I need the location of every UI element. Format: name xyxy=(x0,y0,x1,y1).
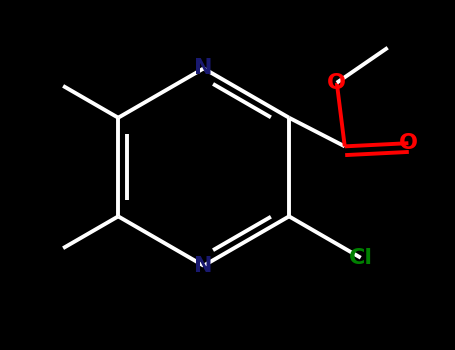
Text: O: O xyxy=(327,73,346,93)
Text: O: O xyxy=(399,133,418,153)
Text: N: N xyxy=(194,256,213,276)
Text: Cl: Cl xyxy=(349,248,373,268)
Text: N: N xyxy=(194,58,213,78)
